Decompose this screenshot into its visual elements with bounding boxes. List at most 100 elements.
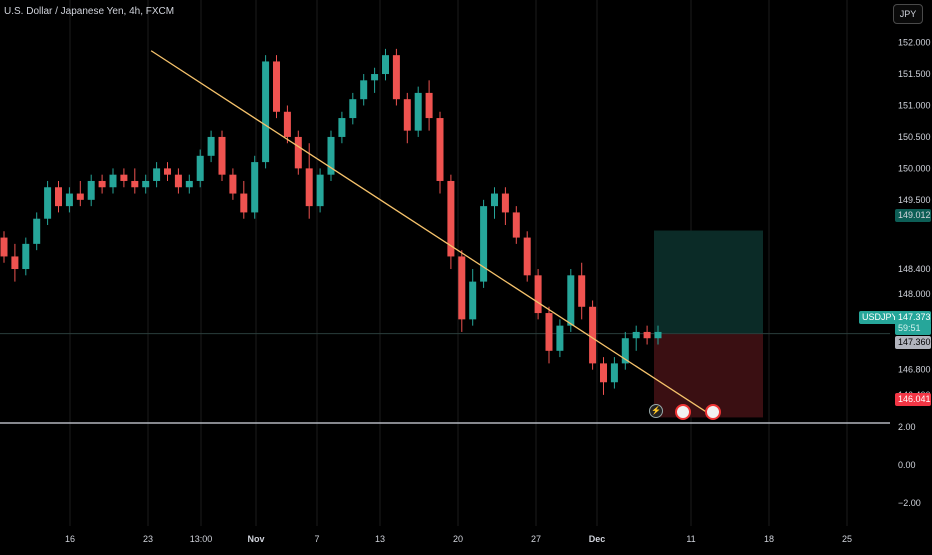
time-tick-label: 23 [143, 534, 153, 544]
price-tick-label: 149.500 [898, 195, 931, 205]
candle-body [196, 155, 204, 181]
candle-body [11, 256, 19, 270]
candle-body [338, 118, 346, 137]
candle-body [305, 168, 313, 207]
price-tick-label: 150.500 [898, 132, 931, 142]
candle-body [262, 61, 270, 163]
price-tick-label: 151.000 [898, 100, 931, 110]
price-tick-label: 148.400 [898, 264, 931, 274]
candle-body [120, 174, 128, 181]
candle-body [164, 168, 171, 175]
indicator-tick-label: 0.00 [898, 460, 916, 470]
candle-body [142, 180, 150, 188]
candle-body [109, 174, 117, 188]
candle-body [382, 55, 389, 75]
time-tick-label: 20 [453, 534, 463, 544]
candle-body [240, 193, 248, 213]
candle-body [371, 74, 379, 81]
time-tick-label: 7 [314, 534, 319, 544]
candle-body [131, 180, 139, 188]
candle-body [327, 136, 335, 175]
candle-body [360, 80, 368, 100]
us-flag-icon[interactable] [675, 404, 691, 420]
trendline [150, 50, 708, 413]
candle-body [578, 275, 586, 307]
stop-price-label: 146.041 [895, 393, 931, 406]
currency-button[interactable]: JPY [893, 4, 923, 24]
candle-body [556, 325, 564, 351]
candle-body [523, 237, 531, 276]
candle-body [512, 212, 520, 238]
time-tick-label: 27 [531, 534, 541, 544]
candle-body [349, 99, 357, 119]
symbol-label: USDJPY [859, 311, 901, 324]
time-tick-label: 16 [65, 534, 75, 544]
candle-body [55, 187, 62, 207]
candle-body [251, 162, 259, 213]
us-flag-icon[interactable] [705, 404, 721, 420]
candle-body [447, 180, 455, 257]
time-tick-label: Dec [589, 534, 606, 544]
lightning-icon[interactable]: ⚡ [649, 404, 663, 418]
candle-body [545, 313, 553, 351]
stop-zone [654, 333, 763, 418]
time-tick-label: 13 [375, 534, 385, 544]
candle-body [87, 180, 95, 200]
candle-body [469, 281, 477, 320]
candle-body [316, 174, 324, 207]
crosshair-price-label: 147.360 [895, 336, 931, 349]
candle-body [621, 338, 629, 364]
candle-body [632, 331, 640, 339]
price-tick-label: 151.500 [898, 69, 931, 79]
candle-body [480, 206, 488, 282]
chart-title: U.S. Dollar / Japanese Yen, 4h, FXCM [4, 6, 175, 17]
time-tick-label: 18 [764, 534, 774, 544]
candle-body [600, 363, 607, 383]
candle-body [153, 168, 161, 181]
candle-body [273, 61, 280, 112]
indicator-tick-label: 2.00 [898, 422, 916, 432]
time-tick-label: Nov [247, 534, 264, 544]
candle-body [283, 111, 291, 137]
candle-body [174, 174, 182, 188]
candle-body [501, 193, 509, 213]
candle-body [534, 275, 542, 314]
candle-body [22, 243, 30, 270]
candle-body [403, 99, 411, 131]
target-price-label: 149.012 [895, 209, 931, 222]
candle-body [425, 92, 433, 119]
candle-body [44, 187, 52, 219]
candle-body [207, 136, 215, 156]
target-zone [654, 230, 763, 334]
candle-body [589, 306, 597, 364]
candle-body [294, 136, 302, 169]
candle-body [643, 331, 651, 339]
candle-body [33, 218, 41, 244]
candle-body [654, 331, 662, 339]
last-price-label: 147.373 [895, 311, 931, 324]
candle-body [458, 256, 466, 320]
price-tick-label: 152.000 [898, 38, 931, 48]
time-tick-label: 13:00 [190, 534, 213, 544]
bar-countdown-label: 59:51 [895, 322, 931, 335]
price-tick-label: 150.000 [898, 163, 931, 173]
indicator-tick-label: −2.00 [898, 498, 921, 508]
candle-body [610, 363, 618, 383]
candle-body [0, 237, 8, 257]
time-tick-label: 25 [842, 534, 852, 544]
candle-body [65, 193, 73, 207]
candle-body [229, 174, 237, 194]
candle-body [185, 180, 193, 188]
price-tick-label: 148.000 [898, 289, 931, 299]
candle-body [218, 136, 226, 175]
candle-body [414, 92, 422, 131]
candle-body [567, 275, 575, 326]
time-tick-label: 11 [686, 534, 695, 544]
candle-body [98, 180, 106, 188]
price-tick-label: 146.800 [898, 365, 931, 375]
candle-body [392, 55, 400, 100]
candle-body [491, 193, 498, 207]
candle-body [436, 118, 444, 181]
